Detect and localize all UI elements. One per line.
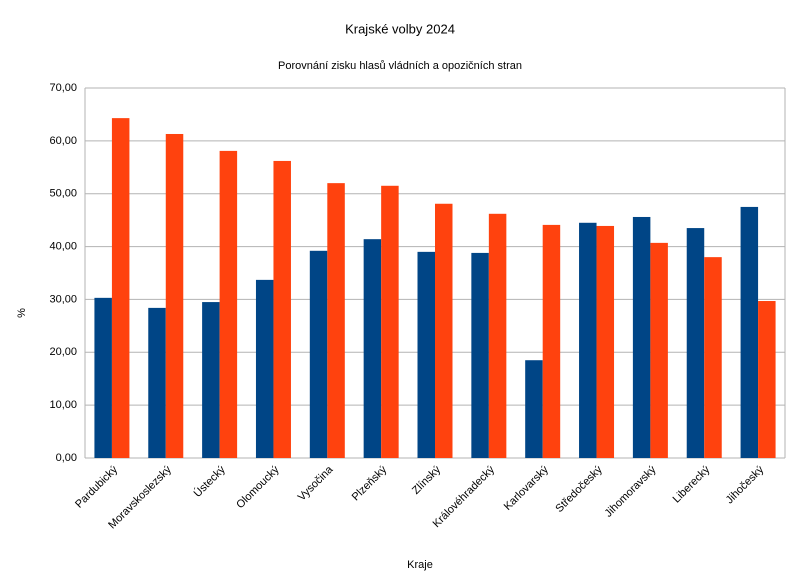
- bar: [94, 297, 112, 458]
- x-tick-label: Ústecký: [191, 463, 228, 500]
- bar: [632, 216, 651, 458]
- bar: [363, 239, 382, 458]
- y-axis-label: %: [16, 308, 28, 318]
- bar: [202, 302, 220, 458]
- bar: [327, 183, 345, 458]
- bar: [309, 250, 328, 458]
- chart-subtitle: Porovnání zisku hlasů vládních a opozičn…: [278, 60, 522, 72]
- bar: [740, 206, 759, 458]
- x-tick-label: Olomoucký: [234, 463, 282, 511]
- bar: [255, 279, 274, 458]
- bar: [704, 257, 722, 458]
- bar: [417, 251, 435, 458]
- x-tick-label: Zlínský: [410, 463, 443, 496]
- bar: [219, 150, 238, 458]
- x-tick-label: Liberecký: [671, 463, 713, 505]
- bar: [686, 228, 705, 458]
- y-tick-label: 20,00: [49, 346, 77, 358]
- x-tick-label: Jihočeský: [724, 463, 767, 506]
- bar: [273, 160, 291, 458]
- bar: [525, 360, 543, 458]
- bar: [148, 307, 166, 458]
- y-tick-label: 30,00: [49, 293, 77, 305]
- x-tick-label: Středočeský: [553, 463, 605, 515]
- x-tick-label: Pardubický: [73, 463, 120, 510]
- bar: [111, 118, 130, 458]
- bar: [596, 225, 615, 458]
- bar: [471, 252, 489, 458]
- x-axis-label: Kraje: [407, 559, 433, 571]
- y-tick-label: 70,00: [49, 82, 77, 94]
- bar: [435, 203, 453, 458]
- x-tick-label: Jihomoravský: [603, 463, 659, 519]
- x-tick-label: Vysočina: [296, 463, 336, 503]
- bar: [165, 133, 184, 458]
- y-tick-label: 40,00: [49, 240, 77, 252]
- x-tick-label: Plzeňský: [350, 463, 390, 503]
- bar: [758, 301, 776, 458]
- bar: [381, 185, 399, 459]
- y-tick-label: 0,00: [56, 452, 77, 464]
- bar: [650, 242, 668, 458]
- y-tick-label: 60,00: [49, 135, 77, 147]
- bar: [542, 224, 561, 458]
- bar: [579, 222, 597, 458]
- x-tick-label: Karlovarský: [502, 463, 551, 512]
- y-tick-label: 10,00: [49, 399, 77, 411]
- chart-title: Krajské volby 2024: [345, 21, 455, 36]
- y-tick-label: 50,00: [49, 188, 77, 200]
- bar: [488, 213, 507, 458]
